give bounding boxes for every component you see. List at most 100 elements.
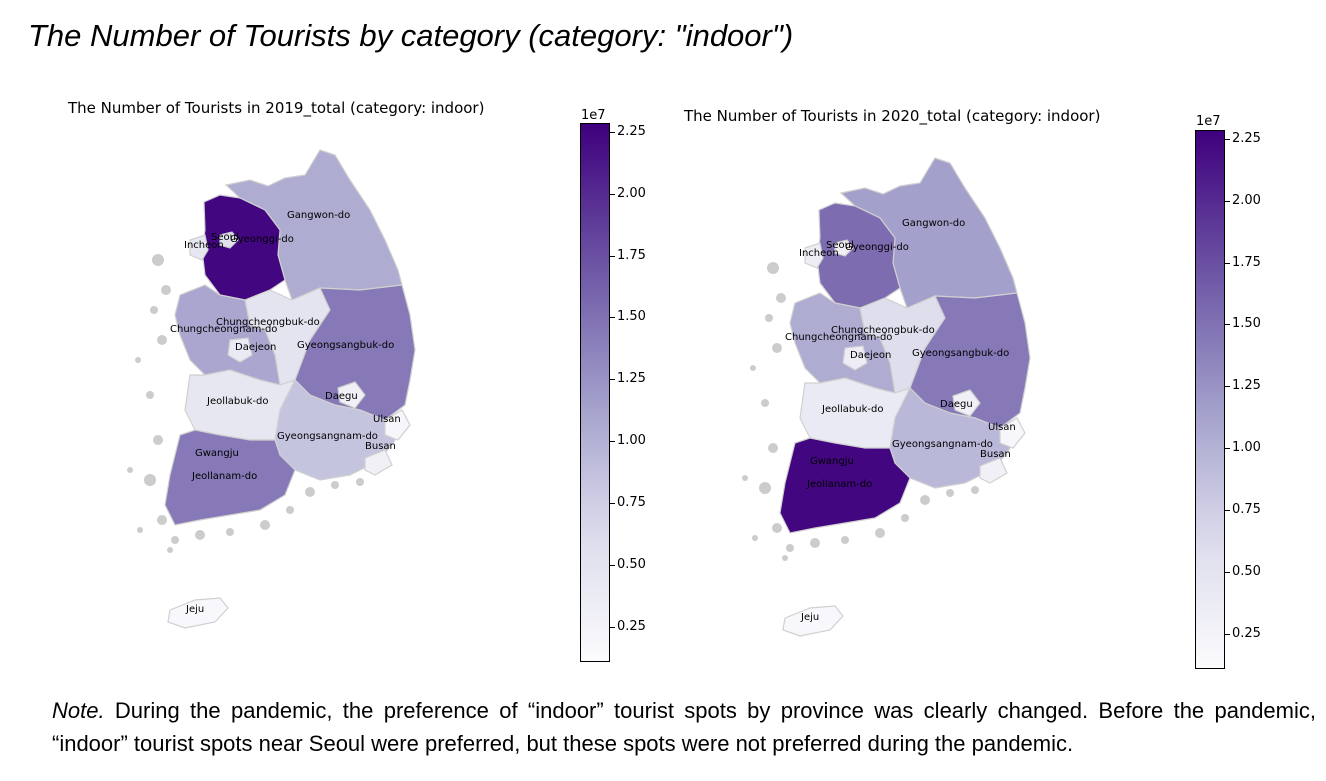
colorbar-tick-label: 2.25 [610, 123, 646, 139]
island-4 [761, 399, 769, 407]
island-19 [167, 547, 173, 553]
island-7 [772, 523, 782, 533]
region-daejeon [227, 337, 253, 363]
island-15 [356, 478, 364, 486]
colorbar-tick-label: 0.75 [610, 495, 646, 511]
region-label-gyeonggi-do: Gyeonggi-do [845, 242, 909, 253]
colorbar-tick-label: 2.00 [610, 185, 646, 201]
island-9 [195, 530, 205, 540]
map-title-2020: The Number of Tourists in 2020_total (ca… [684, 107, 1101, 125]
colorbar-tick-label: 1.25 [1225, 378, 1261, 394]
note-text: During the pandemic, the preference of “… [52, 698, 1316, 756]
island-13 [920, 495, 930, 505]
region-daegu [337, 381, 366, 409]
island-7 [157, 515, 167, 525]
region-label-daegu: Daegu [325, 391, 358, 402]
island-13 [305, 487, 315, 497]
island-16 [137, 527, 143, 533]
region-jeju [167, 597, 229, 629]
region-label-gangwon-do: Gangwon-do [902, 218, 965, 229]
region-label-incheon: Incheon [799, 248, 839, 259]
region-label-busan: Busan [980, 449, 1011, 460]
region-label-jeju: Jeju [800, 612, 819, 623]
region-jeju [782, 605, 844, 637]
region-label-gyeongsangnam-do: Gyeongsangnam-do [892, 439, 993, 450]
region-label-gwangju: Gwangju [810, 456, 854, 467]
region-label-daejeon: Daejeon [850, 350, 891, 361]
island-2 [765, 314, 773, 322]
colorbar-tick-label: 1.50 [610, 309, 646, 325]
island-1 [161, 285, 171, 295]
island-15 [971, 486, 979, 494]
region-label-jeollanam-do: Jeollanam-do [806, 479, 872, 490]
island-0 [767, 262, 779, 274]
colorbar-exponent-2019: 1e7 [581, 108, 606, 123]
region-daejeon [842, 345, 868, 371]
island-5 [153, 435, 163, 445]
figure-title: The Number of Tourists by category (cate… [28, 18, 794, 53]
region-busan [979, 457, 1008, 484]
map-title-2019: The Number of Tourists in 2019_total (ca… [68, 99, 485, 117]
region-label-gwangju: Gwangju [195, 448, 239, 459]
region-label-daejeon: Daejeon [235, 342, 276, 353]
region-label-gyeonggi-do: Gyeonggi-do [230, 234, 294, 245]
colorbar-tick-label: 0.25 [1225, 625, 1261, 641]
region-label-chungcheongnam-do: Chungcheongnam-do [170, 324, 277, 335]
island-17 [127, 467, 133, 473]
colorbar-tick-label: 1.25 [610, 371, 646, 387]
island-6 [759, 482, 771, 494]
region-label-seoul: Seoul [826, 240, 854, 251]
island-6 [144, 474, 156, 486]
island-8 [786, 544, 794, 552]
region-label-gyeongsangbuk-do: Gyeongsangbuk-do [912, 348, 1009, 359]
region-label-jeollanam-do: Jeollanam-do [191, 471, 257, 482]
island-10 [226, 528, 234, 536]
region-label-gyeongsangbuk-do: Gyeongsangbuk-do [297, 340, 394, 351]
colorbar-tick-label: 0.75 [1225, 502, 1261, 518]
colorbar-tick-label: 1.75 [610, 247, 646, 263]
region-seoul [219, 231, 239, 249]
region-seoul [834, 239, 854, 257]
island-3 [157, 335, 167, 345]
island-11 [875, 528, 885, 538]
island-2 [150, 306, 158, 314]
colorbar-tick-label: 1.00 [610, 433, 646, 449]
region-daegu [952, 389, 981, 417]
region-label-daegu: Daegu [940, 399, 973, 410]
island-19 [782, 555, 788, 561]
colorbar-tick-label: 1.00 [1225, 440, 1261, 456]
colorbar-2020 [1195, 130, 1225, 669]
colorbar-exponent-2020: 1e7 [1196, 114, 1221, 129]
region-label-chungcheongnam-do: Chungcheongnam-do [785, 332, 892, 343]
colorbar-tick-label: 2.00 [1225, 192, 1261, 208]
region-label-ulsan: Ulsan [373, 414, 401, 425]
island-14 [331, 481, 339, 489]
island-14 [946, 489, 954, 497]
region-jeollanam-do [779, 437, 911, 534]
island-4 [146, 391, 154, 399]
region-label-jeollabuk-do: Jeollabuk-do [821, 404, 883, 415]
region-label-ulsan: Ulsan [988, 422, 1016, 433]
region-ulsan [999, 417, 1026, 449]
region-label-jeju: Jeju [185, 604, 204, 615]
island-16 [752, 535, 758, 541]
island-12 [901, 514, 909, 522]
figure-note: Note. During the pandemic, the preferenc… [52, 694, 1316, 760]
island-18 [750, 365, 756, 371]
island-3 [772, 343, 782, 353]
island-8 [171, 536, 179, 544]
region-label-chungcheongbuk-do: Chungcheongbuk-do [216, 317, 320, 328]
region-label-gangwon-do: Gangwon-do [287, 210, 350, 221]
island-11 [260, 520, 270, 530]
region-label-incheon: Incheon [184, 240, 224, 251]
island-10 [841, 536, 849, 544]
colorbar-tick-label: 0.50 [610, 556, 646, 572]
region-label-gyeongsangnam-do: Gyeongsangnam-do [277, 431, 378, 442]
island-5 [768, 443, 778, 453]
note-lead: Note. [52, 698, 105, 723]
region-ulsan [384, 409, 411, 441]
colorbar-tick-label: 2.25 [1225, 130, 1261, 146]
island-12 [286, 506, 294, 514]
